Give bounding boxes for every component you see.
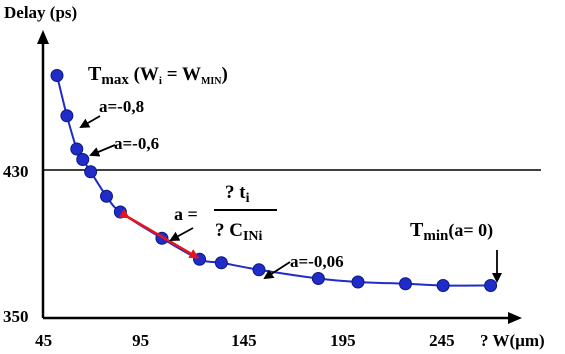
a08-annotation: a=-0,8 <box>79 97 144 129</box>
y-tick-label: 350 <box>3 307 29 326</box>
x-tick-label: 45 <box>35 331 52 350</box>
a006-annotation: a=-0,06 <box>263 252 344 280</box>
y-tick-label: 430 <box>3 162 29 181</box>
data-point <box>113 205 127 219</box>
a006-arrow <box>263 261 291 280</box>
data-point <box>100 189 113 203</box>
tmin-main: T <box>410 219 424 241</box>
a08-arrow <box>79 115 101 129</box>
data-point <box>214 256 228 270</box>
x-axis-label: ? W(µm) <box>480 331 545 350</box>
tmax-paren-open: (W <box>129 64 159 85</box>
y-axis-arrow <box>37 30 49 44</box>
data-point <box>84 165 98 179</box>
formula-denominator: ? C <box>215 220 243 241</box>
data-point <box>351 275 365 289</box>
formula-a: a = <box>174 204 198 224</box>
tmax-sub: max <box>101 72 129 88</box>
data-point <box>50 69 64 82</box>
x-tick-label: 145 <box>231 331 257 350</box>
data-point <box>60 109 74 123</box>
data-point <box>76 153 90 166</box>
tmin-rest: (a= 0) <box>448 220 493 241</box>
a06-annotation: a=-0,6 <box>89 134 159 157</box>
formula-numerator-sub: i <box>246 191 250 206</box>
a06-arrow <box>89 144 116 157</box>
formula-arrow <box>169 227 194 241</box>
x-tick-label: 245 <box>429 331 455 350</box>
data-point <box>311 272 325 285</box>
svg-text:Tmin(a= 0): Tmin(a= 0) <box>410 219 493 244</box>
a06-label: a=-0,6 <box>114 134 159 153</box>
tmax-eq: = W <box>162 64 201 85</box>
formula-denominator-sub: INi <box>243 229 263 244</box>
data-point <box>70 142 84 156</box>
data-point <box>398 277 412 291</box>
formula-annotation: a = ? ti ? CINi <box>169 182 277 244</box>
tmax-main: T <box>88 63 102 85</box>
a08-label: a=-0,8 <box>99 97 144 116</box>
tmax-annotation: Tmax (Wi = WMIN) <box>88 63 228 88</box>
data-point <box>252 263 266 277</box>
formula-numerator: ? t <box>225 182 246 203</box>
tangent-double-arrow <box>118 208 200 259</box>
y-tick-labels: 430 350 <box>3 162 29 326</box>
x-tick-labels: 45 95 145 195 245 <box>35 331 455 350</box>
x-tick-label: 95 <box>132 331 149 350</box>
svg-text:? CINi: ? CINi <box>215 220 263 244</box>
tmax-sub-min: MIN <box>201 76 222 87</box>
svg-text:Tmax (Wi = WMIN): Tmax (Wi = WMIN) <box>88 63 228 88</box>
svg-text:? ti: ? ti <box>225 182 250 206</box>
tmin-annotation: Tmin(a= 0) <box>410 219 502 283</box>
tangent-group <box>118 208 200 259</box>
x-tick-label: 195 <box>330 331 356 350</box>
a006-label: a=-0,06 <box>290 252 344 271</box>
y-axis-label: Delay (ps) <box>4 3 77 22</box>
data-point <box>436 279 450 292</box>
tmax-paren-close: ) <box>222 64 228 85</box>
data-point <box>484 279 498 292</box>
tmax-sub-i: i <box>159 75 162 87</box>
tmin-sub: min <box>423 228 449 244</box>
x-axis-arrow <box>508 312 522 324</box>
